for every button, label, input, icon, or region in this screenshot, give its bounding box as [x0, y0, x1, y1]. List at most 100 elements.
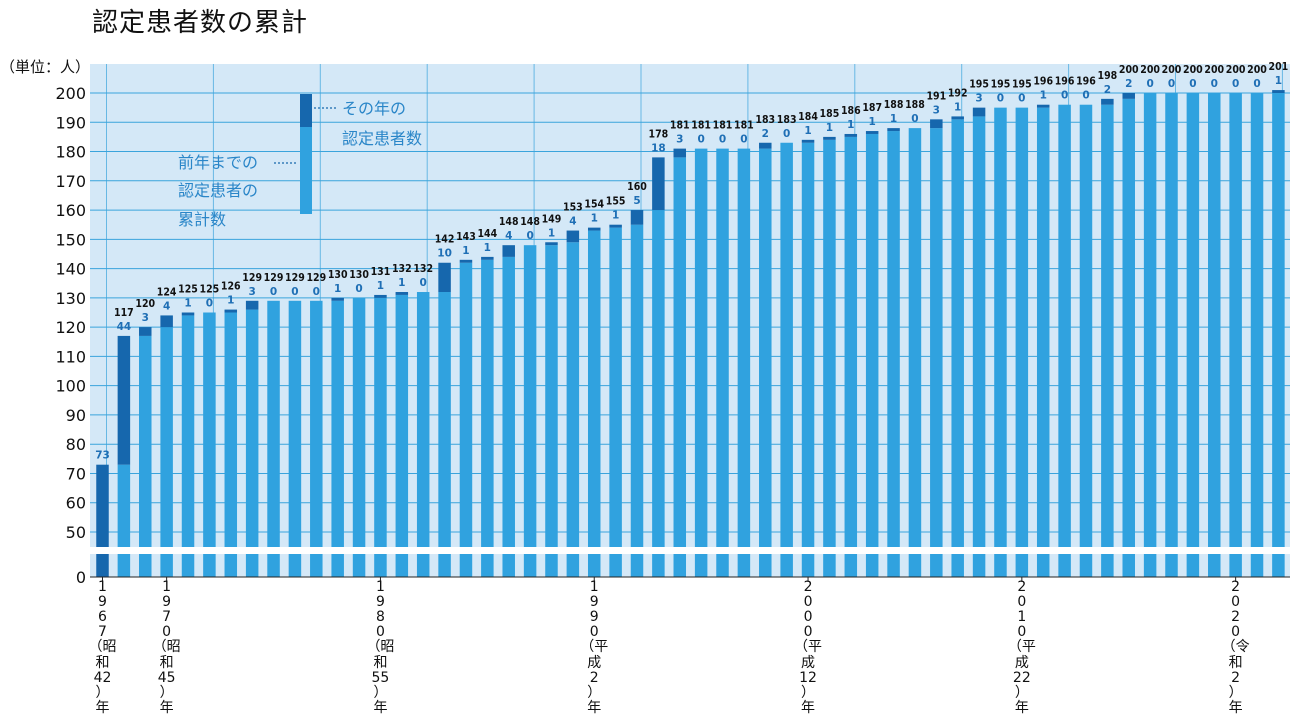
- label-new: 0: [1253, 78, 1260, 90]
- x-tick-label: 成: [587, 655, 601, 671]
- bar-cumulative: [1036, 107, 1050, 577]
- label-total: 124: [157, 286, 177, 298]
- label-new: 4: [163, 300, 170, 312]
- x-tick-label: 和: [96, 655, 110, 671]
- label-new: 0: [313, 286, 320, 298]
- x-axis: 1967（昭和42）年1970（昭和45）年1980（昭和55）年1990（平成…: [89, 576, 1290, 716]
- y-tick-label: 160: [55, 201, 86, 220]
- x-tick-label: 0: [1231, 624, 1240, 640]
- legend-cumulative-text-3: 累計数: [178, 210, 226, 229]
- x-tick-label: （昭: [366, 639, 394, 655]
- y-tick-label: 120: [55, 318, 86, 337]
- label-new: 2: [1104, 84, 1111, 96]
- label-new: 0: [1146, 78, 1153, 90]
- label-total: 200: [1247, 64, 1267, 76]
- chart-title: 認定患者数の累計: [92, 8, 309, 38]
- label-new: 3: [975, 93, 982, 105]
- label-new: 1: [612, 210, 619, 222]
- label-new: 1: [954, 101, 961, 113]
- label-total: 144: [477, 228, 497, 240]
- bar-new: [438, 262, 451, 293]
- bar-cumulative: [1058, 104, 1071, 577]
- label-total: 181: [670, 120, 690, 132]
- bar-cumulative: [566, 242, 580, 577]
- bar-new: [630, 210, 644, 225]
- x-tick-label: ）: [373, 685, 387, 701]
- label-new: 1: [377, 280, 384, 292]
- bar-new: [801, 139, 815, 143]
- label-new: 0: [291, 286, 298, 298]
- label-new: 1: [847, 119, 854, 131]
- bar-cumulative: [523, 245, 537, 578]
- label-new: 0: [206, 298, 213, 310]
- bar-cumulative: [245, 309, 259, 577]
- label-total: 181: [734, 120, 754, 132]
- label-total: 195: [1012, 79, 1032, 91]
- x-tick-label: 0: [804, 594, 813, 610]
- bar-cumulative: [1101, 104, 1114, 577]
- label-total: 183: [755, 114, 775, 126]
- label-new: 0: [355, 283, 362, 295]
- bar-new: [1036, 104, 1050, 108]
- label-new: 1: [548, 227, 555, 239]
- bar-new: [1272, 90, 1285, 93]
- data-labels: 7311744120312441251125012611293129012901…: [95, 61, 1288, 462]
- label-new: 1: [1040, 90, 1047, 102]
- label-new: 0: [1082, 90, 1089, 102]
- bar-new: [972, 107, 986, 117]
- y-tick-label: 140: [55, 260, 86, 279]
- label-new: 0: [1018, 93, 1025, 105]
- label-total: 181: [713, 120, 733, 132]
- label-new: 10: [437, 248, 452, 260]
- label-total: 181: [691, 120, 711, 132]
- label-total: 201: [1269, 61, 1289, 73]
- label-total: 196: [1033, 76, 1053, 88]
- x-tick-label: 2: [804, 579, 813, 595]
- bar-new: [139, 327, 152, 336]
- bar-cumulative: [759, 148, 772, 577]
- y-tick-label: 0: [76, 568, 86, 587]
- x-tick-label: 42: [94, 670, 112, 686]
- bar-new: [395, 292, 409, 295]
- x-tick-label: 2: [590, 670, 599, 686]
- label-total: 143: [456, 231, 476, 243]
- bar-cumulative: [139, 335, 152, 577]
- label-total: 196: [1076, 76, 1096, 88]
- label-new: 3: [933, 104, 940, 116]
- label-total: 186: [841, 105, 861, 117]
- label-total: 195: [969, 79, 989, 91]
- bar-cumulative: [352, 297, 366, 577]
- bar-new: [245, 300, 259, 310]
- label-new: 2: [762, 128, 769, 140]
- bar-cumulative: [267, 300, 280, 577]
- label-total: 117: [114, 307, 134, 319]
- y-tick-label: 110: [55, 347, 86, 366]
- bar-cumulative: [1272, 93, 1285, 577]
- bar-new: [331, 297, 344, 301]
- bar-cumulative: [716, 148, 729, 577]
- label-total: 196: [1055, 76, 1075, 88]
- x-tick-label: 6: [98, 609, 107, 625]
- bar-new: [96, 464, 109, 577]
- label-total: 200: [1183, 64, 1203, 76]
- label-total: 125: [178, 284, 198, 296]
- bar-cumulative: [481, 259, 494, 577]
- label-total: 129: [242, 272, 262, 284]
- axis-break-band: [90, 547, 1290, 554]
- label-new: 1: [184, 298, 191, 310]
- label-new: 1: [826, 122, 833, 134]
- x-tick-label: （昭: [153, 639, 181, 655]
- label-new: 0: [1232, 78, 1239, 90]
- x-tick-label: 2: [1231, 670, 1240, 686]
- bar-cumulative: [203, 312, 216, 577]
- x-tick-label: 9: [98, 594, 107, 610]
- label-total: 149: [542, 213, 562, 225]
- label-new: 0: [997, 93, 1004, 105]
- bar-cumulative: [181, 315, 195, 577]
- bar-new: [930, 119, 943, 129]
- label-new: 0: [526, 230, 533, 242]
- x-tick-label: ）: [160, 685, 174, 701]
- bar-new: [224, 309, 238, 313]
- x-tick-label: ）: [587, 685, 601, 701]
